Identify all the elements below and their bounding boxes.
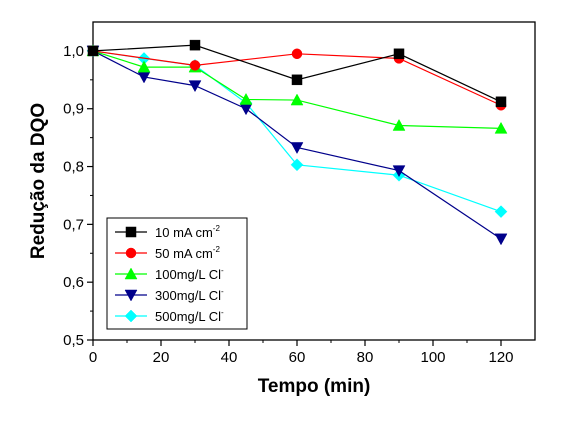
- data-point: [393, 48, 405, 60]
- data-point: [494, 233, 508, 246]
- y-tick-label: 0,9: [63, 101, 84, 118]
- x-tick-label: 0: [89, 349, 97, 366]
- legend-entry: 10 mA cm-2: [115, 224, 220, 240]
- legend-marker: [124, 267, 138, 280]
- y-tick-label: 0,6: [63, 274, 84, 291]
- legend-label: 100mg/L Cl-: [155, 266, 224, 282]
- data-point: [290, 93, 304, 106]
- x-tick-label: 80: [357, 349, 374, 366]
- series-layer: [86, 39, 508, 246]
- y-tick-label: 0,8: [63, 159, 84, 176]
- data-point: [137, 60, 151, 73]
- legend-label: 300mg/L Cl-: [155, 287, 224, 303]
- x-tick-label: 20: [153, 349, 170, 366]
- axes: 0 20 40 60 80 100 120 0,5 0,6 0,7 0,8 0,9 1,0: [63, 21, 536, 366]
- legend-entry: 100mg/L Cl-: [115, 266, 224, 282]
- data-point: [392, 165, 406, 178]
- data-point: [189, 60, 201, 71]
- data-point: [239, 103, 253, 116]
- data-point: [290, 158, 304, 172]
- x-tick-label: 100: [420, 349, 445, 366]
- legend-entry: 300mg/L Cl-: [115, 287, 224, 303]
- series-1: [87, 39, 507, 108]
- x-tick-label: 60: [289, 349, 306, 366]
- legend-marker: [124, 309, 138, 323]
- data-point: [291, 48, 303, 60]
- y-tick-label: 0,5: [63, 332, 84, 349]
- data-point: [494, 205, 508, 218]
- legend-marker: [125, 226, 137, 238]
- data-point: [392, 118, 406, 131]
- legend-marker: [124, 289, 138, 302]
- data-point: [239, 92, 253, 105]
- legend: 10 mA cm-2 50 mA cm-2 100mg/L Cl- 300mg/L C…: [106, 217, 248, 330]
- data-point: [290, 142, 304, 154]
- plot-frame: [92, 21, 536, 341]
- legend-entry: 50 mA cm-2: [115, 245, 220, 261]
- series-line: [92, 50, 502, 129]
- data-point: [87, 45, 99, 57]
- x-axis-label: Tempo (min): [258, 376, 371, 397]
- data-point: [494, 121, 508, 134]
- legend-label: 50 mA cm-2: [155, 245, 220, 261]
- data-point: [291, 74, 303, 86]
- data-point: [495, 96, 507, 108]
- data-point: [188, 80, 202, 93]
- x-tick-label: 120: [488, 349, 513, 366]
- y-tick-label: 1,0: [63, 43, 84, 60]
- y-axis-label: Redução da DQO: [28, 103, 49, 259]
- legend-marker: [125, 247, 137, 259]
- y-tick-label: 0,7: [63, 216, 84, 233]
- legend-entry: 500mg/L Cl-: [115, 308, 224, 324]
- data-point: [189, 39, 201, 51]
- x-tick-label: 40: [221, 349, 238, 366]
- legend-label: 500mg/L Cl-: [155, 308, 224, 324]
- series-5: [86, 44, 508, 218]
- legend-label: 10 mA cm-2: [155, 224, 220, 240]
